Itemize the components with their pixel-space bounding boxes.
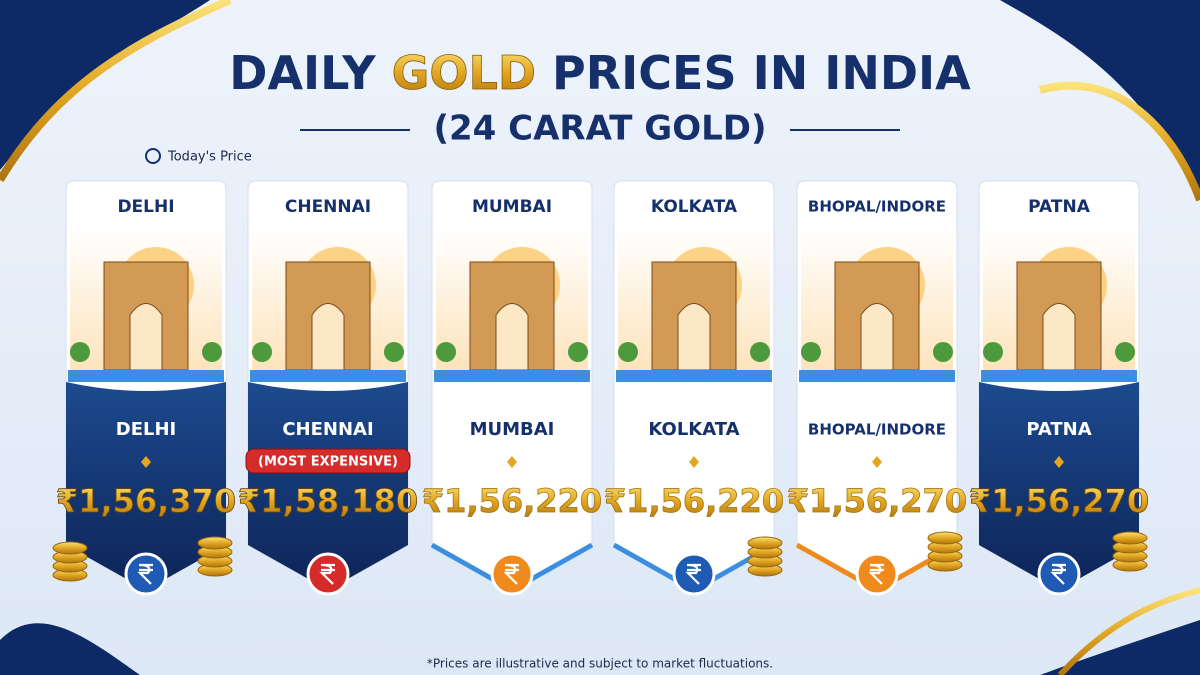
city-label: DELHI xyxy=(116,419,176,440)
gold-swoosh xyxy=(1057,587,1200,675)
gold-swoosh xyxy=(1038,81,1200,202)
city-card: PATNA PATNA ₹1,56,270 xyxy=(969,180,1149,596)
landmark-arch xyxy=(495,303,529,371)
water xyxy=(434,370,590,382)
diamond xyxy=(141,456,151,468)
price: ₹1,56,270 xyxy=(787,482,967,520)
rupee-symbol xyxy=(685,563,701,585)
footnote: *Prices are illustrative and subject to … xyxy=(427,657,773,671)
landmark-arch xyxy=(129,303,163,371)
tree xyxy=(436,342,456,362)
price: ₹1,56,370 xyxy=(56,482,236,520)
gold-swoosh xyxy=(0,0,232,183)
diamond xyxy=(872,456,882,468)
diamond xyxy=(1054,456,1064,468)
diamond xyxy=(507,456,517,468)
rupee-symbol xyxy=(1050,563,1066,585)
badge xyxy=(245,448,411,474)
tree xyxy=(801,342,821,362)
tree xyxy=(1115,342,1135,362)
landmark-arch xyxy=(677,303,711,371)
city-name: PATNA xyxy=(1028,197,1091,217)
city-label: BHOPAL/INDORE xyxy=(808,421,946,439)
city-card: DELHI DELHI ₹1,56,370 xyxy=(56,180,236,596)
coin-stack xyxy=(197,536,233,550)
rupee-symbol xyxy=(319,563,335,585)
city-card: BHOPAL/INDORE BHOPAL/INDORE ₹1,56,270 xyxy=(787,180,967,596)
rupee-symbol xyxy=(503,563,519,585)
water xyxy=(981,370,1137,382)
tree xyxy=(568,342,588,362)
badge-text: (MOST EXPENSIVE) xyxy=(258,455,398,470)
city-card: CHENNAI CHENNAI (MOST EXPENSIVE) ₹1,58,180 xyxy=(238,180,418,596)
cards: DELHI DELHI ₹1,56,370 CHENNAI CHENNAI (MOST E… xyxy=(52,180,1149,596)
card-lower xyxy=(66,382,226,590)
landmark-arch xyxy=(311,303,345,371)
tree xyxy=(202,342,222,362)
city-label: CHENNAI xyxy=(282,419,373,440)
water xyxy=(616,370,772,382)
tree xyxy=(618,342,638,362)
city-label: KOLKATA xyxy=(648,419,739,440)
tree xyxy=(384,342,404,362)
today-label: Today's Price xyxy=(167,150,252,165)
price: ₹1,58,180 xyxy=(238,482,418,520)
city-label: PATNA xyxy=(1026,419,1091,440)
corner-decor xyxy=(1040,620,1200,675)
tree xyxy=(70,342,90,362)
rupee-symbol xyxy=(868,563,884,585)
subtitle: (24 CARAT GOLD) xyxy=(433,109,766,149)
tree xyxy=(252,342,272,362)
coin-stack xyxy=(747,536,783,550)
coin-stack xyxy=(52,541,88,555)
water xyxy=(799,370,955,382)
card-lower xyxy=(248,382,408,590)
city-label: MUMBAI xyxy=(470,419,555,440)
water xyxy=(250,370,406,382)
price: ₹1,56,220 xyxy=(604,482,784,520)
city-name: DELHI xyxy=(117,197,174,217)
city-name: MUMBAI xyxy=(472,197,552,217)
landmark-arch xyxy=(1042,303,1076,371)
diamond xyxy=(689,456,699,468)
price: ₹1,56,270 xyxy=(969,482,1149,520)
price: ₹1,56,220 xyxy=(422,482,602,520)
tree xyxy=(983,342,1003,362)
card-lower xyxy=(979,382,1139,590)
tree xyxy=(933,342,953,362)
city-card: KOLKATA KOLKATA ₹1,56,220 xyxy=(604,180,784,596)
rupee-symbol xyxy=(137,563,153,585)
title: DAILY GOLD PRICES IN INDIA xyxy=(229,46,971,100)
corner-decor xyxy=(0,0,210,170)
water xyxy=(68,370,224,382)
coin-stack xyxy=(927,531,963,545)
city-name: BHOPAL/INDORE xyxy=(808,198,946,216)
city-name: KOLKATA xyxy=(651,197,738,217)
corner-decor xyxy=(0,623,140,675)
corner-decor xyxy=(1000,0,1200,200)
coin-stack xyxy=(1112,531,1148,545)
city-card: MUMBAI MUMBAI ₹1,56,220 xyxy=(422,180,602,596)
city-name: CHENNAI xyxy=(285,197,371,217)
clock-icon xyxy=(145,148,161,164)
tree xyxy=(750,342,770,362)
landmark-arch xyxy=(860,303,894,371)
